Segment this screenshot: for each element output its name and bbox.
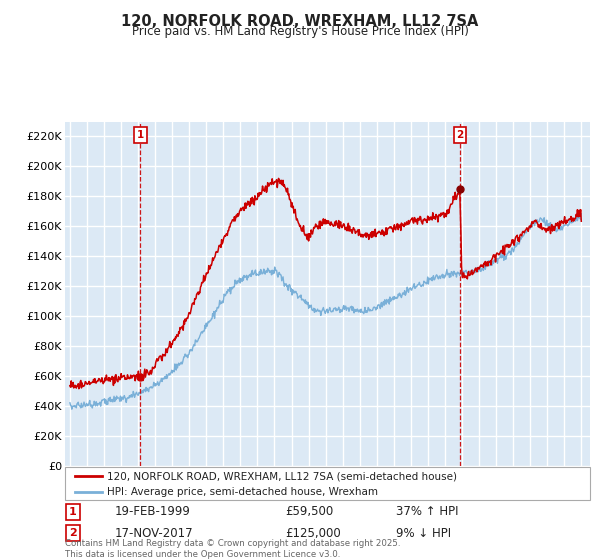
Text: Contains HM Land Registry data © Crown copyright and database right 2025.
This d: Contains HM Land Registry data © Crown c… <box>65 539 400 559</box>
Text: 2: 2 <box>456 130 464 140</box>
Text: 1: 1 <box>137 130 144 140</box>
Text: 37% ↑ HPI: 37% ↑ HPI <box>395 505 458 519</box>
Text: 120, NORFOLK ROAD, WREXHAM, LL12 7SA: 120, NORFOLK ROAD, WREXHAM, LL12 7SA <box>121 14 479 29</box>
Text: Price paid vs. HM Land Registry's House Price Index (HPI): Price paid vs. HM Land Registry's House … <box>131 25 469 38</box>
Text: 120, NORFOLK ROAD, WREXHAM, LL12 7SA (semi-detached house): 120, NORFOLK ROAD, WREXHAM, LL12 7SA (se… <box>107 471 457 481</box>
Text: 9% ↓ HPI: 9% ↓ HPI <box>395 527 451 540</box>
Text: HPI: Average price, semi-detached house, Wrexham: HPI: Average price, semi-detached house,… <box>107 487 378 497</box>
Text: 2: 2 <box>69 528 77 538</box>
Text: 1: 1 <box>69 507 77 517</box>
FancyBboxPatch shape <box>65 467 590 500</box>
Text: £125,000: £125,000 <box>286 527 341 540</box>
Text: £59,500: £59,500 <box>286 505 334 519</box>
Text: 19-FEB-1999: 19-FEB-1999 <box>115 505 191 519</box>
Text: 17-NOV-2017: 17-NOV-2017 <box>115 527 193 540</box>
